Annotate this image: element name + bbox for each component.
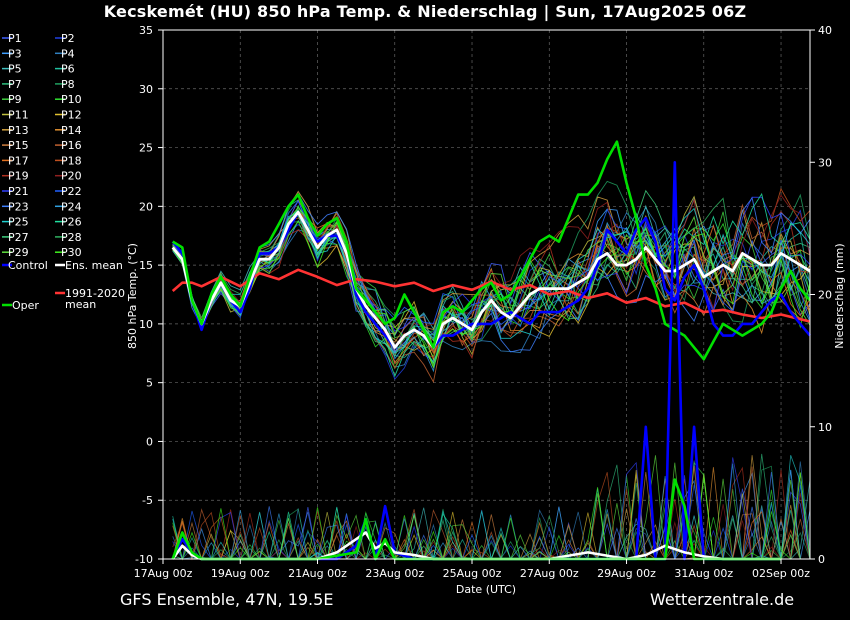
legend-label: P20: [61, 170, 82, 183]
y-axis-left-label: 850 hPa Temp. (°C): [126, 243, 139, 349]
legend-label: P25: [8, 216, 29, 229]
legend-label: P26: [61, 216, 82, 229]
member-line: [172, 190, 811, 350]
y-tick-label-left: 10: [139, 318, 153, 331]
main-series: [171, 140, 812, 561]
legend-label: P21: [8, 185, 29, 198]
legend-label: P11: [8, 109, 29, 122]
series-line-1991-2020-mean: [171, 268, 811, 323]
y-tick-label-right: 40: [818, 24, 832, 37]
member-line: [172, 207, 811, 342]
axes: -10 -5 0 5 10 15 20 25 30 35 0 10 20 30 40 17Aug 00z 19A…: [134, 24, 832, 580]
legend-label: P4: [61, 47, 75, 60]
legend-label: P29: [8, 246, 29, 259]
legend-label: P12: [61, 109, 82, 122]
legend-label: P7: [8, 78, 22, 91]
series-line-oper-precip: [171, 478, 781, 561]
y-tick-label-right: 10: [818, 421, 832, 434]
y-tick-label-left: 0: [146, 435, 153, 448]
x-tick-label: 21Aug 00z: [288, 567, 347, 580]
member-precip-line: [172, 471, 810, 561]
member-precip-line: [172, 455, 810, 561]
legend-label: Oper: [12, 299, 39, 312]
legend-label: P6: [61, 63, 75, 76]
legend-label: P9: [8, 93, 22, 106]
y-tick-label-left: 30: [139, 83, 153, 96]
member-precip-line: [172, 455, 811, 560]
legend-label: P15: [8, 139, 29, 152]
y-tick-label-right: 0: [818, 553, 825, 566]
legend-label: P28: [61, 231, 82, 244]
legend-label: P2: [61, 32, 75, 45]
member-line: [172, 193, 811, 353]
legend-label: P18: [61, 154, 82, 167]
y-tick-label-left: -10: [135, 553, 153, 566]
legend-label: P27: [8, 231, 29, 244]
series-line-control-precip: [171, 161, 781, 561]
y-tick-label-left: -5: [142, 494, 153, 507]
x-tick-label: 17Aug 00z: [134, 567, 193, 580]
x-tick-label: 31Aug 00z: [674, 567, 733, 580]
legend-label: P13: [8, 124, 29, 137]
grid: [162, 30, 810, 559]
legend-label: P1: [8, 32, 22, 45]
member-line: [172, 198, 811, 360]
model-info: GFS Ensemble, 47N, 19.5E: [120, 590, 334, 609]
legend-label: P16: [61, 139, 82, 152]
legend-label: P8: [61, 78, 75, 91]
y-axis-right-label: Niederschlag (mm): [833, 243, 846, 348]
legend-label: 1991-2020: [65, 287, 125, 300]
legend-label: P3: [8, 47, 22, 60]
legend-label: P5: [8, 63, 22, 76]
y-tick-label-left: 5: [146, 377, 153, 390]
x-tick-label: 29Aug 00z: [597, 567, 656, 580]
legend-label: P30: [61, 246, 82, 259]
legend-label: P19: [8, 170, 29, 183]
legend-label: P22: [61, 185, 82, 198]
series-line-ens-mean: [171, 210, 811, 349]
member-precip-line: [172, 455, 810, 561]
legend-label: P24: [61, 200, 82, 213]
member-line: [172, 208, 811, 350]
member-precip-line: [172, 480, 811, 560]
y-tick-label-left: 25: [139, 142, 153, 155]
x-tick-label: 23Aug 00z: [365, 567, 424, 580]
x-tick-label: 02Sep 00z: [752, 567, 810, 580]
chart-title: Kecskemét (HU) 850 hPa Temp. & Niedersch…: [103, 2, 747, 21]
legend-label: P10: [61, 93, 82, 106]
y-tick-label-right: 20: [818, 289, 832, 302]
member-precip-line: [172, 457, 810, 560]
y-tick-label-left: 35: [139, 24, 153, 37]
plot-frame: [162, 29, 811, 560]
member-line: [172, 187, 811, 369]
x-tick-label: 27Aug 00z: [520, 567, 579, 580]
site-credit: Wetterzentrale.de: [650, 590, 795, 609]
legend-label: Control: [8, 259, 48, 272]
legend-label: mean: [65, 298, 96, 311]
y-tick-label-left: 20: [139, 200, 153, 213]
ensemble-members: [172, 180, 811, 561]
legend-label: Ens. mean: [65, 259, 123, 272]
legend-label: P23: [8, 200, 29, 213]
x-axis-label: Date (UTC): [456, 583, 516, 596]
member-precip-line: [172, 475, 810, 561]
x-tick-label: 19Aug 00z: [211, 567, 270, 580]
legend: P1 P2 P3 P4 P5 P6 P7 P8 P9 P10 P11 P12 P13 P14 P15 P16 P…: [2, 32, 125, 312]
series-line-oper: [172, 140, 812, 361]
member-line: [172, 180, 811, 341]
y-tick-label-right: 30: [818, 156, 832, 169]
x-tick-label: 25Aug 00z: [443, 567, 502, 580]
legend-label: P14: [61, 124, 82, 137]
legend-label: P17: [8, 154, 29, 167]
y-tick-label-left: 15: [139, 259, 153, 272]
